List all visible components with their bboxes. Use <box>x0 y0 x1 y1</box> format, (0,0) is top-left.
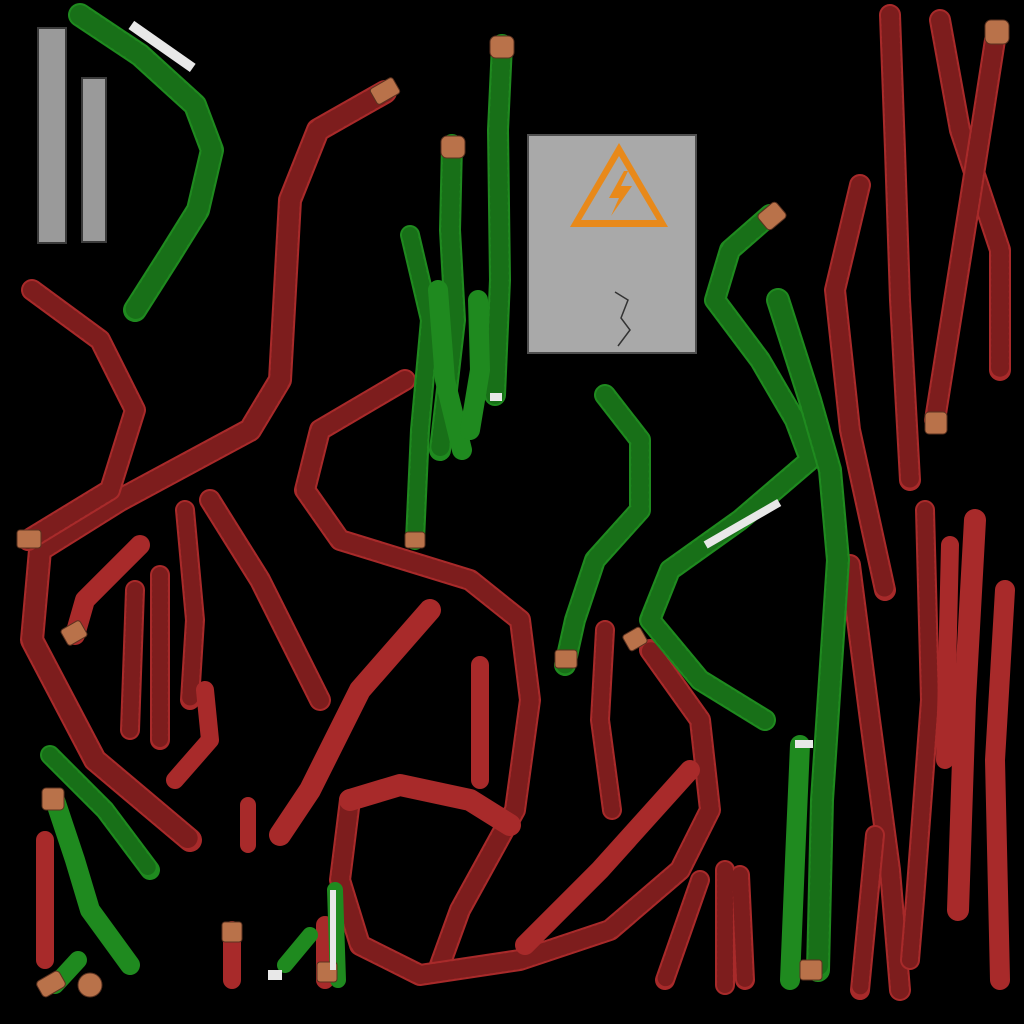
electrical-panel <box>527 134 697 354</box>
metal-bars <box>37 27 107 244</box>
red-cables <box>17 4 1015 1001</box>
high-voltage-warning-icon <box>570 143 668 227</box>
green-cables <box>40 3 850 994</box>
cable-end-caps <box>16 19 1010 998</box>
